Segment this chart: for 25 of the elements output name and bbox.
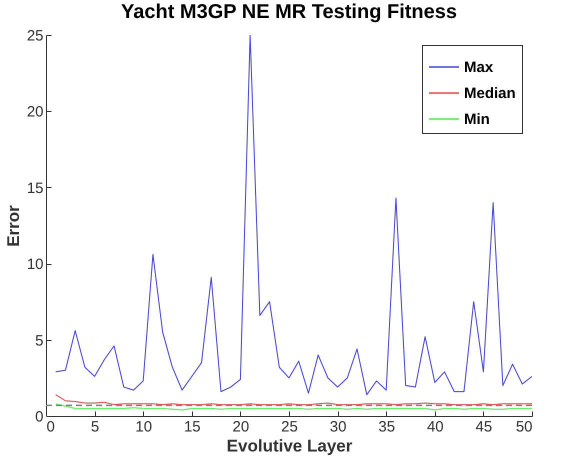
y-tick-label: 15 xyxy=(26,180,44,197)
y-tick-label: 20 xyxy=(26,104,44,121)
x-tick-label: 25 xyxy=(281,418,298,436)
line-series xyxy=(55,35,532,396)
line-series xyxy=(55,403,532,410)
x-tick-label: 20 xyxy=(232,418,250,436)
legend-label: Min xyxy=(464,111,490,128)
x-tick-label: 30 xyxy=(330,418,346,436)
legend-label: Max xyxy=(464,59,494,76)
x-tick-label: 0 xyxy=(46,418,55,436)
x-tick-label: 45 xyxy=(476,418,492,436)
x-tick-label: 40 xyxy=(426,418,444,436)
y-axis-title: Error xyxy=(4,204,23,247)
legend-label: Median xyxy=(464,85,516,102)
y-tick-label: 10 xyxy=(26,256,44,274)
y-tick-label: 25 xyxy=(26,28,44,44)
y-tick-label: 5 xyxy=(35,332,44,350)
line-series xyxy=(55,394,532,406)
x-axis-title: Evolutive Layer xyxy=(226,436,353,456)
x-tick-label: 50 xyxy=(516,418,532,436)
x-tick-label: 10 xyxy=(135,418,152,436)
x-tick-label: 15 xyxy=(184,418,201,436)
x-tick-label: 35 xyxy=(378,418,396,436)
chart-title: Yacht M3GP NE MR Testing Fitness xyxy=(121,1,457,23)
x-tick-label: 5 xyxy=(90,418,100,436)
